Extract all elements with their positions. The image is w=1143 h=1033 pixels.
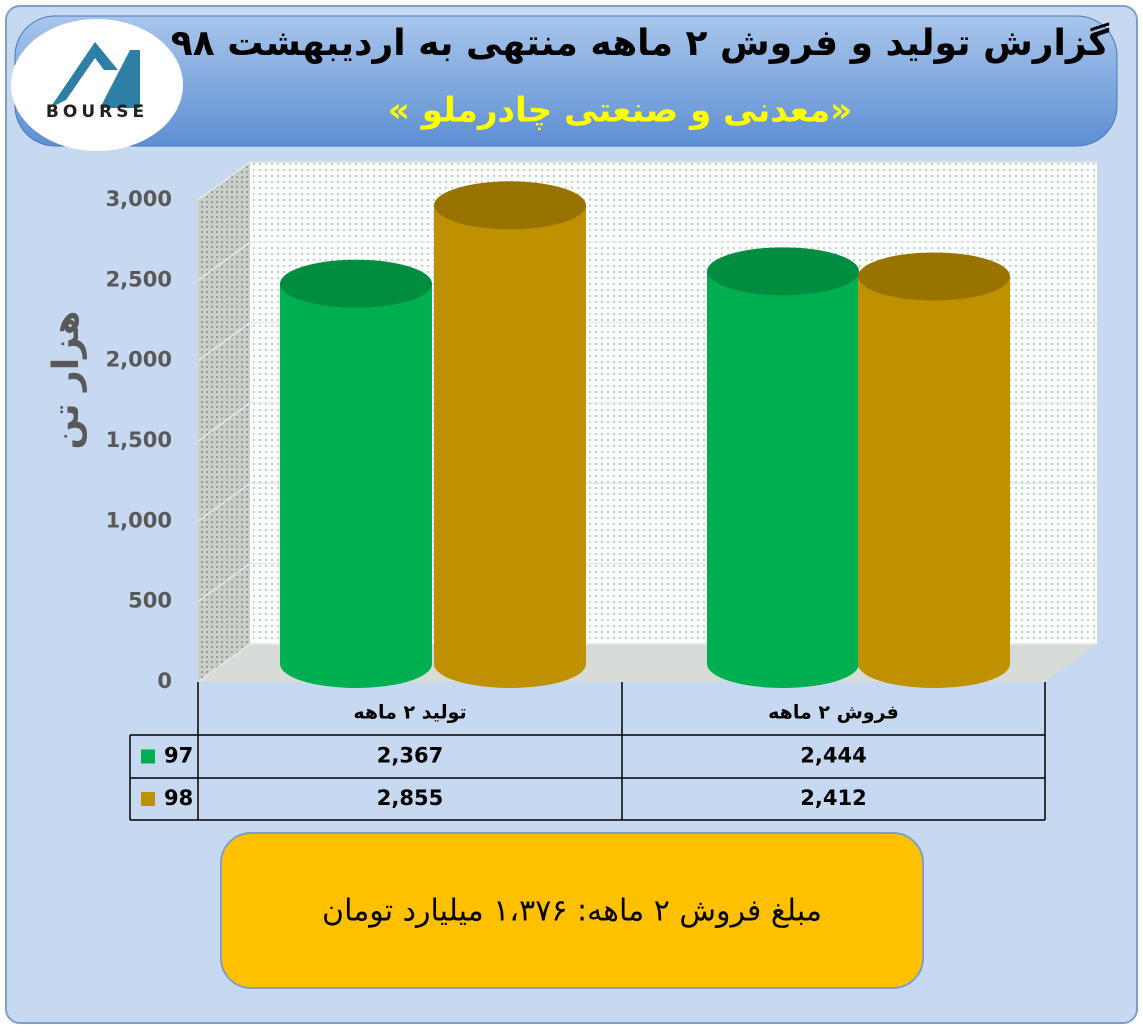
legend-swatch (141, 749, 155, 764)
y-tick-label: 1,500 (106, 428, 172, 452)
y-tick-label: 1,000 (106, 508, 172, 532)
chart-title: گزارش تولید و فروش ۲ ماهه منتهی به اردیب… (171, 22, 1109, 64)
grid-line (197, 643, 251, 683)
bar-body (280, 283, 432, 688)
y-tick-label: 2,500 (106, 267, 172, 291)
bar-body (434, 205, 586, 688)
annotation: مبلغ فروش ۲ ماهه: ۱،۳۷۶ میلیارد تومان (322, 894, 822, 929)
grid-line (197, 322, 251, 362)
grid-line (197, 161, 251, 201)
bar-top (280, 259, 432, 308)
x-tick-label: تولید ۲ ماهه (353, 702, 466, 724)
grid-line (197, 402, 251, 442)
bar-top (434, 181, 586, 230)
data-label: 2,444 (800, 744, 866, 768)
bar-top (858, 252, 1010, 301)
bar (434, 181, 586, 688)
y-axis-label: هزار تن (46, 311, 87, 450)
chart-subtitle: «معدنی و صنعتی چادرملو » (388, 91, 852, 131)
logo-badge (11, 19, 183, 151)
logo-mark (50, 42, 140, 108)
bar-body (707, 271, 859, 688)
bar-body (858, 276, 1010, 688)
y-tick-label: 2,000 (106, 348, 172, 372)
legend-label: 98 (164, 786, 193, 810)
grid-line (197, 563, 251, 603)
data-label: 2,855 (377, 786, 443, 810)
logo-text: BOURSE (46, 102, 148, 122)
bar (707, 247, 859, 688)
data-label: 2,412 (800, 786, 866, 810)
x-tick-label: فروش ۲ ماهه (768, 702, 899, 724)
grid-line (197, 241, 251, 281)
legend-label: 97 (164, 744, 193, 768)
y-tick-label: 0 (157, 669, 172, 693)
annotation-box (220, 832, 924, 989)
y-tick-label: 3,000 (106, 187, 172, 211)
bar-top (707, 247, 859, 296)
data-label: 2,367 (377, 744, 443, 768)
legend-swatch (141, 792, 155, 806)
grid-line (197, 482, 251, 522)
bar (280, 259, 432, 688)
bar (858, 252, 1010, 688)
y-tick-label: 500 (128, 589, 172, 613)
